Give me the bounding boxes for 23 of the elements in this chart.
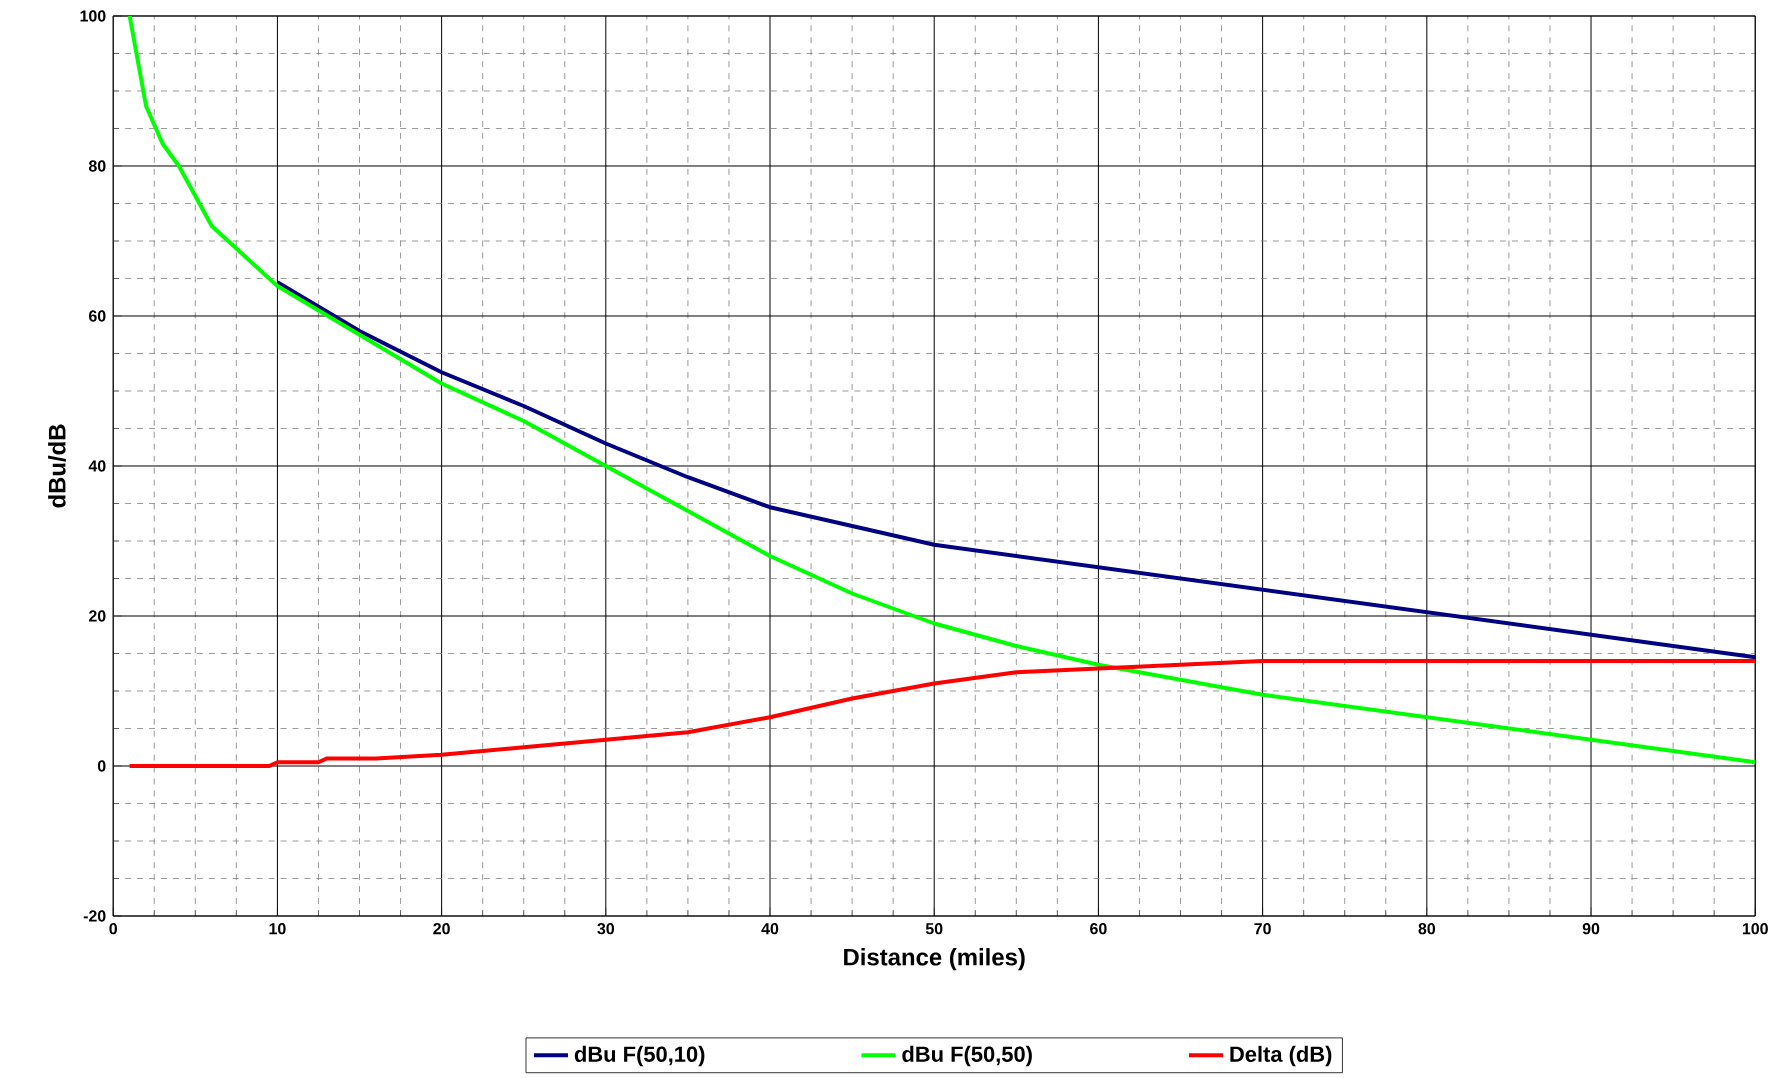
y-tick-label: 100 bbox=[80, 10, 106, 22]
x-tick-label: 70 bbox=[1254, 923, 1271, 935]
x-tick-label: 10 bbox=[269, 923, 286, 935]
x-tick-label: 80 bbox=[1418, 923, 1436, 935]
legend-label: dBu F(50,10) bbox=[574, 1045, 705, 1067]
legend-label: Delta (dB) bbox=[1230, 1045, 1332, 1067]
x-tick-label: 30 bbox=[597, 923, 615, 935]
y-tick-label: -20 bbox=[83, 910, 106, 922]
y-tick-label: 60 bbox=[89, 310, 106, 322]
y-tick-label: 20 bbox=[88, 610, 106, 622]
y-tick-label: 0 bbox=[97, 760, 106, 772]
x-axis-title: Distance (miles) bbox=[844, 948, 1025, 971]
legend-label: dBu F(50,50) bbox=[902, 1045, 1032, 1067]
x-tick-label: 60 bbox=[1090, 923, 1107, 935]
x-tick-label: 90 bbox=[1582, 923, 1600, 935]
y-tick-label: 80 bbox=[88, 160, 106, 172]
x-tick-label: 0 bbox=[109, 923, 117, 935]
x-tick-label: 20 bbox=[433, 923, 450, 935]
y-axis-title: dBu/dB bbox=[48, 424, 66, 508]
x-tick-label: 40 bbox=[761, 923, 779, 935]
x-tick-label: 100 bbox=[1742, 923, 1768, 935]
x-tick-label: 50 bbox=[925, 923, 943, 935]
y-tick-label: 40 bbox=[88, 460, 106, 472]
